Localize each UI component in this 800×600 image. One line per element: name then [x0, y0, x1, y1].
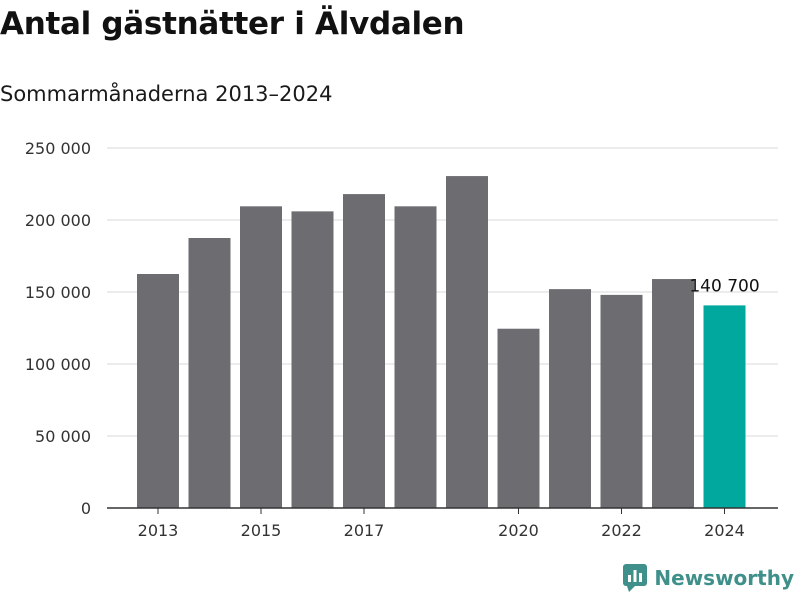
bar-2018	[394, 206, 437, 508]
x-tick-label: 2013	[138, 521, 179, 540]
y-tick-label: 100 000	[25, 355, 91, 374]
bar-2019	[446, 176, 488, 508]
bar-2013	[137, 274, 179, 508]
x-tick-label: 2022	[601, 521, 642, 540]
y-tick-label: 200 000	[25, 211, 91, 230]
bar-2017	[343, 194, 385, 508]
data-label: 140 700	[689, 276, 759, 296]
bar-2015	[240, 206, 282, 508]
x-tick-label: 2020	[498, 521, 539, 540]
newsworthy-logo-icon	[623, 564, 648, 592]
chart-title: Antal gästnätter i Älvdalen	[0, 6, 465, 42]
x-tick-label: 2015	[241, 521, 282, 540]
x-tick-label: 2024	[704, 521, 745, 540]
y-tick-label: 150 000	[25, 283, 91, 302]
bar-2016	[291, 211, 334, 509]
bar-2023	[652, 279, 694, 508]
brand-name: Newsworthy	[654, 566, 794, 590]
x-tick-label: 2017	[344, 521, 385, 540]
bar-2021	[549, 289, 591, 508]
y-tick-label: 50 000	[35, 427, 91, 446]
chart-subtitle: Sommarmånaderna 2013–2024	[0, 82, 333, 106]
brand-logo[interactable]: Newsworthy	[623, 564, 794, 592]
bar-2022	[600, 294, 643, 508]
bar-2024	[703, 305, 746, 508]
bar-2020	[497, 328, 540, 508]
y-tick-label: 0	[81, 499, 91, 518]
bar-2014	[188, 238, 231, 508]
y-tick-label: 250 000	[25, 139, 91, 158]
